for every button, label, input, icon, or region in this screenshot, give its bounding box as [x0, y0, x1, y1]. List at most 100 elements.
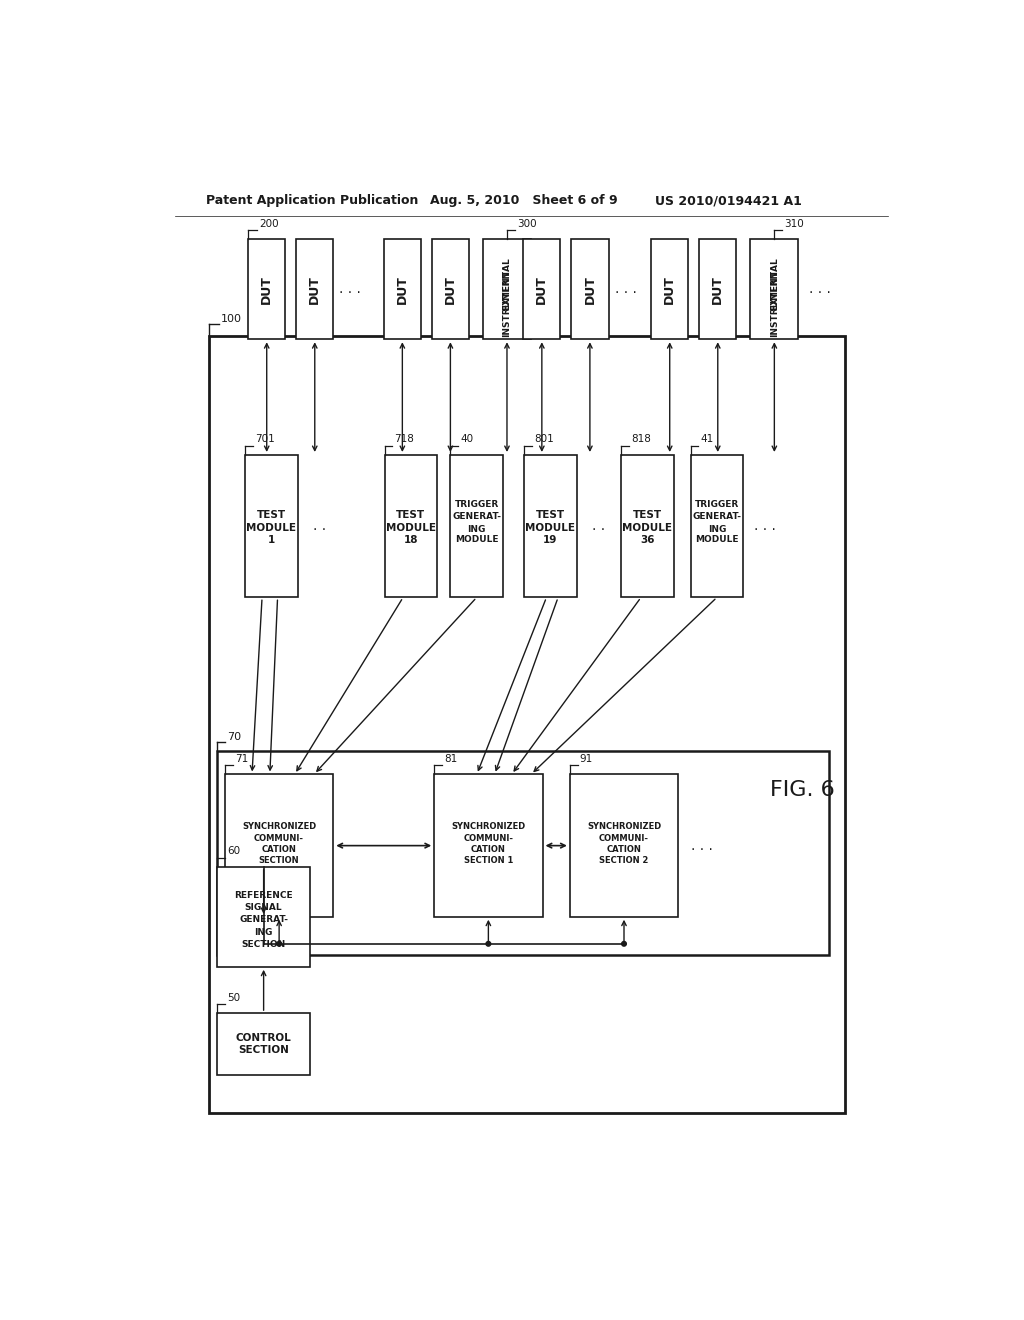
Text: DUT: DUT	[260, 275, 273, 304]
Bar	[569, 775, 678, 917]
Text: CATION: CATION	[262, 845, 297, 854]
Text: REFERENCE: REFERENCE	[234, 891, 293, 900]
Text: . . .: . . .	[754, 519, 776, 533]
Bar	[217, 1014, 310, 1074]
Bar	[651, 239, 688, 339]
Text: ING: ING	[468, 524, 486, 533]
Text: SYNCHRONIZED: SYNCHRONIZED	[452, 822, 525, 830]
Bar	[384, 239, 421, 339]
Bar	[296, 239, 334, 339]
Text: 40: 40	[461, 434, 473, 445]
Bar	[225, 775, 334, 917]
Text: 81: 81	[444, 754, 458, 764]
Bar	[751, 239, 799, 339]
Text: TEST: TEST	[633, 510, 662, 520]
Text: 91: 91	[580, 754, 593, 764]
Text: DUT: DUT	[443, 275, 457, 304]
Text: . . .: . . .	[614, 282, 637, 296]
Text: SECTION 2: SECTION 2	[599, 855, 648, 865]
Text: . . .: . . .	[690, 838, 713, 853]
Text: MODULE: MODULE	[247, 523, 296, 532]
Text: TEST: TEST	[536, 510, 565, 520]
Text: 100: 100	[221, 314, 242, 323]
Text: . . .: . . .	[340, 282, 361, 296]
Text: US 2010/0194421 A1: US 2010/0194421 A1	[655, 194, 802, 207]
Text: 18: 18	[403, 535, 418, 545]
Text: 701: 701	[255, 434, 274, 445]
Bar	[523, 239, 560, 339]
Text: . .: . .	[313, 519, 326, 533]
Text: 50: 50	[227, 993, 241, 1003]
Bar	[217, 751, 829, 956]
Text: DUT: DUT	[664, 275, 676, 304]
Circle shape	[486, 941, 490, 946]
Bar	[571, 239, 608, 339]
Text: GENERAT-: GENERAT-	[692, 512, 741, 521]
Bar	[483, 239, 531, 339]
Text: Aug. 5, 2010   Sheet 6 of 9: Aug. 5, 2010 Sheet 6 of 9	[430, 194, 617, 207]
Text: 200: 200	[260, 219, 280, 228]
Text: MODULE: MODULE	[623, 523, 672, 532]
Bar	[245, 455, 298, 598]
Text: 818: 818	[631, 434, 651, 445]
Text: TEST: TEST	[396, 510, 425, 520]
Text: TRIGGER: TRIGGER	[695, 500, 739, 510]
Circle shape	[622, 941, 627, 946]
Text: 300: 300	[517, 219, 537, 228]
Text: 718: 718	[394, 434, 415, 445]
Text: CATION: CATION	[606, 845, 641, 854]
Text: COMMUNI-: COMMUNI-	[464, 834, 513, 843]
Text: ING: ING	[254, 928, 272, 937]
Bar	[248, 239, 286, 339]
Bar	[524, 455, 577, 598]
Text: MODULE: MODULE	[525, 523, 575, 532]
Text: Patent Application Publication: Patent Application Publication	[206, 194, 418, 207]
Text: COMMUNI-: COMMUNI-	[599, 834, 649, 843]
Text: SYNCHRONIZED: SYNCHRONIZED	[587, 822, 662, 830]
Bar	[699, 239, 736, 339]
Text: 71: 71	[234, 754, 248, 764]
Text: 310: 310	[784, 219, 804, 228]
Bar	[209, 335, 845, 1113]
Text: . . .: . . .	[809, 282, 831, 296]
Text: FIG. 6: FIG. 6	[770, 780, 835, 800]
Text: SECTION: SECTION	[239, 1045, 289, 1055]
Text: TEST: TEST	[257, 510, 286, 520]
Text: DUT: DUT	[584, 275, 596, 304]
Text: EXTERNAL: EXTERNAL	[503, 257, 511, 309]
Text: . .: . .	[592, 519, 605, 533]
Text: DUT: DUT	[536, 275, 548, 304]
Text: DUT: DUT	[308, 275, 322, 304]
Text: SIGNAL: SIGNAL	[245, 903, 283, 912]
Text: MODULE: MODULE	[455, 536, 499, 544]
Text: MODULE: MODULE	[695, 536, 738, 544]
Bar	[621, 455, 674, 598]
Text: EXTERNAL: EXTERNAL	[770, 257, 779, 309]
Text: TRIGGER: TRIGGER	[455, 500, 499, 510]
Text: 41: 41	[700, 434, 714, 445]
Text: 70: 70	[227, 733, 242, 742]
Text: SECTION 1: SECTION 1	[464, 855, 513, 865]
Bar	[432, 239, 469, 339]
Bar	[385, 455, 437, 598]
Text: CATION: CATION	[471, 845, 506, 854]
Bar	[451, 455, 503, 598]
Bar	[217, 867, 310, 966]
Text: MODULE: MODULE	[386, 523, 436, 532]
Text: COMMUNI-: COMMUNI-	[254, 834, 304, 843]
Text: INSTRUMENT: INSTRUMENT	[770, 269, 779, 337]
Text: GENERAT-: GENERAT-	[453, 512, 502, 521]
Bar	[434, 775, 543, 917]
Text: 19: 19	[543, 535, 557, 545]
Text: SYNCHRONIZED: SYNCHRONIZED	[242, 822, 316, 830]
Text: 36: 36	[640, 535, 654, 545]
Text: DUT: DUT	[712, 275, 724, 304]
Text: DUT: DUT	[396, 275, 409, 304]
Text: GENERAT-: GENERAT-	[240, 916, 288, 924]
Text: 1: 1	[267, 535, 275, 545]
Bar	[690, 455, 743, 598]
Text: 60: 60	[227, 846, 241, 857]
Text: SECTION: SECTION	[242, 940, 286, 949]
Text: INSTRUMENT: INSTRUMENT	[503, 269, 511, 337]
Text: 801: 801	[535, 434, 554, 445]
